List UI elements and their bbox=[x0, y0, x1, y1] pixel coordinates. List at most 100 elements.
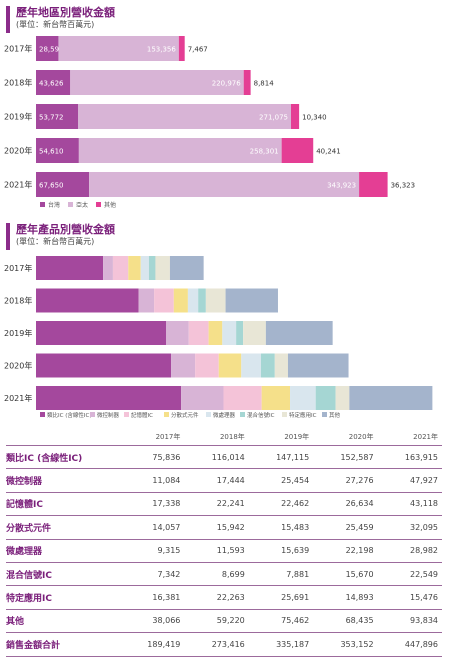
table-cell: 189,419 bbox=[120, 632, 185, 657]
bar-segment bbox=[265, 321, 333, 345]
table-row: 類比IC (含線性IC) 75,836 116,014 147,115 152,587 1… bbox=[6, 444, 442, 469]
data-label: 36,323 bbox=[391, 182, 416, 190]
table-cell: 68,435 bbox=[313, 608, 378, 633]
category-label: 2021年 bbox=[4, 393, 32, 403]
legend-swatch bbox=[164, 412, 169, 417]
data-label: 40,241 bbox=[316, 148, 341, 156]
table-row: 微處理器 9,315 11,593 15,639 22,198 28,982 bbox=[6, 538, 442, 563]
bar-segment bbox=[154, 288, 174, 313]
data-label: 28,594 bbox=[39, 46, 64, 54]
category-label: 2017年 bbox=[4, 263, 32, 273]
bar-segment bbox=[205, 288, 226, 313]
table-cell: 273,416 bbox=[184, 632, 249, 657]
table-cell: 28,982 bbox=[377, 538, 442, 563]
category-label: 2020年 bbox=[4, 361, 32, 371]
legend-label: 其他 bbox=[329, 411, 341, 419]
table-cell: 15,476 bbox=[377, 585, 442, 610]
table-row: 混合信號IC 7,342 8,699 7,881 15,670 22,549 bbox=[6, 561, 442, 586]
legend-label: 微控制器 bbox=[97, 411, 120, 419]
bar-segment bbox=[148, 256, 156, 280]
legend-label: 微處理器 bbox=[213, 411, 236, 419]
category-label: 2019年 bbox=[4, 328, 32, 338]
category-label: 2019年 bbox=[4, 112, 32, 122]
bar-segment bbox=[78, 104, 292, 129]
bar-segment bbox=[195, 353, 219, 378]
bar-segment bbox=[112, 256, 129, 280]
data-label: 258,301 bbox=[250, 148, 279, 156]
legend-label: 其他 bbox=[104, 201, 116, 209]
bar-segment bbox=[188, 321, 209, 345]
table-row: 微控制器 11,084 17,444 25,454 27,276 47,927 bbox=[6, 468, 442, 493]
bar-segment bbox=[274, 353, 288, 378]
region-revenue-chart: 2017年 28,594 153,356 7,467 2018年 43,626 220,97… bbox=[4, 36, 416, 209]
legend-swatch bbox=[206, 412, 211, 417]
row-label: 微處理器 bbox=[6, 538, 120, 563]
row-label: 特定應用IC bbox=[6, 585, 120, 610]
bar-segment bbox=[171, 353, 196, 378]
bar-segment bbox=[36, 288, 139, 313]
table-cell: 15,639 bbox=[248, 538, 314, 563]
data-label: 43,626 bbox=[39, 80, 64, 88]
row-label: 記憶體IC bbox=[6, 491, 120, 516]
bar-segment bbox=[208, 321, 223, 345]
table-cell: 147,115 bbox=[248, 444, 314, 469]
table-cell: 25,691 bbox=[248, 585, 314, 610]
bar-segment bbox=[103, 256, 113, 280]
product-revenue-table: 2017年 2018年 2019年 2020年 2021年 類比IC (含線性IC) 75… bbox=[6, 428, 442, 657]
legend-swatch bbox=[240, 412, 245, 417]
table-row: 其他 38,066 59,220 75,462 68,435 93,834 bbox=[6, 608, 442, 633]
row-label: 微控制器 bbox=[6, 468, 120, 493]
product-section-title: 歷年產品別營收金額 (單位：新台幣百萬元) bbox=[6, 223, 115, 250]
table-cell: 22,549 bbox=[377, 561, 442, 586]
table-cell: 75,836 bbox=[120, 444, 185, 469]
bar-segment bbox=[261, 386, 291, 410]
category-label: 2018年 bbox=[4, 78, 32, 88]
table-cell: 15,483 bbox=[248, 515, 314, 540]
table-cell: 22,462 bbox=[248, 491, 314, 516]
data-label: 8,814 bbox=[254, 80, 275, 88]
bar-segment bbox=[36, 36, 59, 61]
bar-segment bbox=[236, 321, 244, 345]
category-label: 2018年 bbox=[4, 296, 32, 306]
bar-segment bbox=[36, 138, 79, 163]
data-label: 54,610 bbox=[39, 148, 64, 156]
data-label: 10,340 bbox=[302, 114, 327, 122]
bar-segment bbox=[260, 353, 275, 378]
table-header-year: 2017年 bbox=[155, 432, 181, 441]
bar-segment bbox=[166, 321, 189, 345]
table-cell: 116,014 bbox=[184, 444, 249, 469]
legend-label: 記憶體IC bbox=[131, 411, 153, 419]
table-header-blank bbox=[6, 428, 120, 446]
table-header-row: 2017年 2018年 2019年 2020年 2021年 bbox=[6, 428, 442, 446]
table-header-year: 2019年 bbox=[284, 432, 310, 441]
data-label: 343,923 bbox=[327, 182, 356, 190]
bar-segment bbox=[243, 321, 266, 345]
table-cell: 38,066 bbox=[120, 608, 185, 633]
table-cell: 15,942 bbox=[184, 515, 249, 540]
data-label: 271,075 bbox=[259, 114, 288, 122]
data-label: 153,356 bbox=[147, 46, 176, 54]
table-cell: 353,152 bbox=[313, 632, 378, 657]
table-cell: 8,699 bbox=[184, 561, 249, 586]
bar-segment bbox=[281, 138, 314, 163]
bar-segment bbox=[222, 321, 237, 345]
legend-swatch bbox=[90, 412, 95, 417]
bar-segment bbox=[241, 353, 261, 378]
data-label: 67,650 bbox=[39, 182, 64, 190]
table-cell: 26,634 bbox=[313, 491, 378, 516]
bar-segment bbox=[315, 386, 336, 410]
bar-segment bbox=[223, 386, 262, 410]
bar-segment bbox=[335, 386, 350, 410]
region-chart-title: 歷年地區別營收金額 bbox=[16, 6, 115, 19]
row-label: 混合信號IC bbox=[6, 561, 120, 586]
table-row: 記憶體IC 17,338 22,241 22,462 26,634 43,118 bbox=[6, 491, 442, 516]
table-cell: 32,095 bbox=[377, 515, 442, 540]
table-cell: 152,587 bbox=[313, 444, 378, 469]
bar-segment bbox=[349, 386, 433, 410]
table-cell: 163,915 bbox=[377, 444, 442, 469]
bar-segment bbox=[225, 288, 278, 313]
bar-segment bbox=[173, 288, 188, 313]
row-label: 其他 bbox=[6, 608, 120, 633]
bar-segment bbox=[36, 256, 104, 280]
category-label: 2017年 bbox=[4, 44, 32, 54]
